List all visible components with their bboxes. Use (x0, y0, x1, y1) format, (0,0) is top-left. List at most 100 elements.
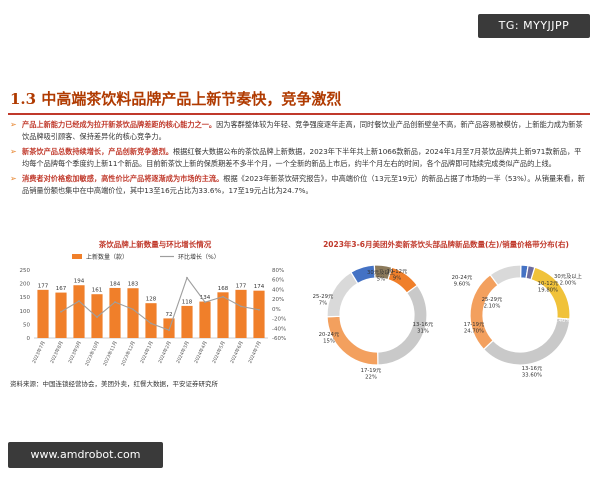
y-tick-label: 50 (23, 322, 30, 328)
source-note: 资料来源：中国连锁经营协会，美团外卖，红餐大数据，平安证券研究所 (10, 380, 218, 388)
y2-tick-label: 80% (272, 268, 284, 274)
bullet-item-1: ➢ 产品上新能力已经成为拉开新茶饮品牌差距的核心能力之一。因为客群整体较为年轻、… (10, 119, 588, 142)
growth-point (96, 316, 98, 319)
x-tick-label: 2024年2月 (156, 340, 172, 365)
y2-tick-label: -60% (272, 336, 286, 342)
bullet-text: 根据《2023年新茶饮研究报告》，中高端价位（13元至19元）的新品占据了市场的… (22, 174, 585, 195)
arrow-icon: ➢ (10, 120, 17, 129)
growth-point (204, 301, 206, 303)
y-tick-label: 150 (20, 295, 31, 301)
y-tick-label: 100 (20, 309, 31, 315)
growth-point (168, 329, 170, 332)
bullet-text: 因为客群整体较为年轻、竞争强度逐年走高，同时餐饮业产品创新壁垒不高，新产品容易被… (22, 120, 583, 141)
y2-tick-label: 60% (272, 278, 284, 284)
legend-label-bar: 上新数量（款） (86, 253, 128, 261)
growth-point (186, 276, 188, 279)
slice-label: 17-19元 24.70% (464, 321, 485, 335)
x-tick-label: 2023年8月 (48, 340, 64, 365)
bullet-text: 根据红餐大数据公布的茶饮品牌上新数据，2023年下半年共上新1066款新品，20… (22, 147, 582, 168)
growth-point (114, 301, 116, 303)
y2-tick-label: -40% (272, 326, 286, 332)
slice-label: 25-29元 7% (313, 293, 334, 307)
bar (109, 287, 121, 338)
y2-tick-label: -20% (272, 317, 286, 323)
growth-point (132, 308, 134, 311)
y-tick-label: 200 (20, 282, 31, 288)
bar-value-label: 168 (218, 286, 229, 292)
growth-point (258, 308, 260, 311)
bullet-item-3: ➢ 消费者对价格愈加敏感，高性价比产品将逐渐成为市场的主流。根据《2023年新茶… (10, 173, 588, 196)
bar-value-label: 184 (110, 281, 121, 287)
slice-label: 30元及以上 5% (367, 268, 396, 283)
x-tick-label: 2023年12月 (119, 340, 137, 367)
donut-chart-left: 10-12元 9% 13-16元 31% 17-19元 22% 20-24元 15% 25-29… (313, 264, 434, 381)
growth-point (60, 310, 62, 313)
legend-label-line: 环比增长（%） (178, 253, 220, 261)
section-title: 1.3 中高端茶饮料品牌产品上新节奏快，竞争激烈 (10, 90, 342, 108)
slice-label: 20-24元 9.60% (452, 274, 473, 288)
x-tick-label: 2024年1月 (138, 340, 154, 365)
bar (199, 301, 211, 338)
bar-value-label: 134 (200, 295, 211, 301)
x-tick-label: 2024年3月 (174, 340, 190, 365)
y2-tick-label: 0% (272, 307, 281, 313)
donut-chart-title: 2023年3-6月美团外卖新茶饮头部品牌新品数量(左)/销量价格带分布(右) (323, 240, 569, 249)
bar-chart: 上新数量（款） 环比增长（%） 0 50 100 150 200 250 -60% -40% -20… (20, 253, 287, 367)
slice-label: 10-12元 19.80% (538, 280, 559, 294)
slice-label: 30元及以上 2.00% (554, 272, 583, 287)
x-tick-label: 2024年4月 (192, 340, 208, 365)
growth-point (150, 322, 152, 325)
bullet-item-2: ➢ 新茶饮产品总数持续增长，产品创新竞争激烈。根据红餐大数据公布的茶饮品牌上新数… (10, 146, 588, 169)
x-tick-label: 2024年6月 (228, 340, 244, 365)
bullet-bold: 产品上新能力已经成为拉开新茶饮品牌差距的核心能力之一。 (22, 120, 217, 129)
bar (37, 289, 49, 338)
bar-value-label: 167 (56, 286, 67, 292)
slice-extra-label: 8.40% (554, 318, 571, 324)
watermark-top: TG: MYYJJPP (478, 14, 590, 38)
bar-value-label: 118 (182, 299, 193, 305)
title-divider (8, 113, 590, 115)
growth-point (222, 295, 224, 298)
growth-point (78, 300, 80, 302)
bullet-list: ➢ 产品上新能力已经成为拉开新茶饮品牌差距的核心能力之一。因为客群整体较为年轻、… (10, 119, 588, 200)
y2-tick-label: 20% (272, 297, 284, 303)
slice-label: 20-24元 15% (319, 331, 340, 345)
bar-value-label: 161 (92, 288, 103, 294)
donut-slice (373, 264, 393, 281)
y-tick-label: 0 (27, 336, 31, 342)
slice-label: 17-19元 22% (361, 367, 382, 381)
bar-value-label: 194 (74, 279, 85, 285)
x-tick-label: 2023年7月 (30, 340, 46, 365)
bar (145, 303, 157, 338)
y2-tick-label: 40% (272, 287, 284, 293)
bar-value-label: 177 (236, 283, 247, 289)
bar (253, 290, 265, 338)
bar (127, 288, 139, 338)
donut-chart-right: 10-12元 19.80% 13-16元 33.60% 17-19元 24.70% 20-2… (452, 264, 583, 379)
bar (163, 318, 175, 338)
legend-swatch-bar (72, 254, 82, 259)
bar-value-label: 174 (254, 284, 265, 290)
bullet-bold: 消费者对价格愈加敏感，高性价比产品将逐渐成为市场的主流。 (22, 174, 224, 183)
donut-slice (469, 273, 499, 351)
arrow-icon: ➢ (10, 147, 17, 156)
slice-label: 13-16元 33.60% (522, 365, 543, 379)
x-tick-label: 2023年9月 (66, 340, 82, 365)
x-tick-label: 2024年5月 (210, 340, 226, 365)
bar-value-label: 183 (128, 282, 139, 288)
growth-line (60, 276, 260, 331)
y-tick-label: 250 (20, 268, 31, 274)
x-tick-label: 2023年11月 (101, 340, 119, 367)
slice-label: 25-29元 2.10% (482, 296, 503, 310)
slice-label: 13-16元 31% (413, 321, 434, 335)
bar (91, 294, 103, 338)
x-tick-label: 2024年7月 (246, 340, 262, 365)
bar-value-label: 72 (166, 312, 173, 318)
slice-label: 10-12元 9% (387, 268, 408, 282)
bar (73, 285, 85, 338)
bar (217, 292, 229, 338)
bar-value-label: 177 (38, 283, 49, 289)
bar (181, 305, 193, 338)
watermark-bottom: www.amdrobot.com (8, 442, 163, 468)
bar (235, 289, 247, 338)
